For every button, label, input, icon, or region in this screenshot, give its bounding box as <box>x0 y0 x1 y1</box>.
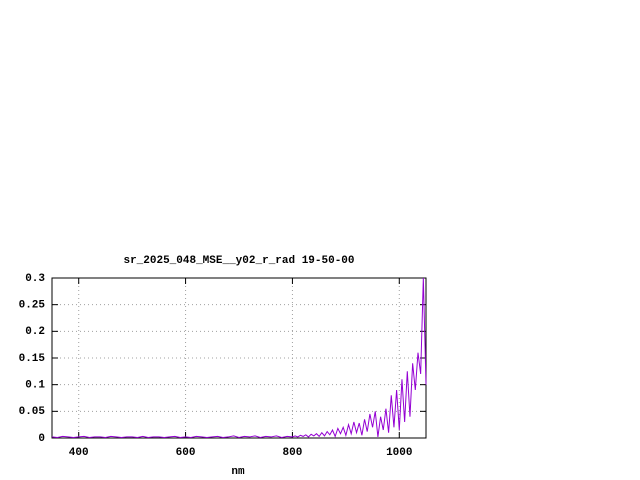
chart-title: sr_2025_048_MSE__y02_r_rad 19-50-00 <box>123 255 354 267</box>
y-tick-label: 0.15 <box>19 353 46 365</box>
y-tick-label: 0.25 <box>19 300 46 312</box>
x-tick-label: 400 <box>69 447 89 459</box>
y-tick-label: 0.3 <box>25 273 45 285</box>
x-axis-label: nm <box>231 466 245 478</box>
y-tick-label: 0.1 <box>25 380 45 392</box>
y-tick-label: 0 <box>38 433 45 445</box>
x-tick-label: 800 <box>283 447 303 459</box>
x-tick-label: 1000 <box>386 447 412 459</box>
data-line <box>51 277 427 438</box>
y-tick-label: 0.2 <box>25 326 45 338</box>
plot-frame <box>51 277 427 439</box>
x-tick-label: 600 <box>176 447 196 459</box>
y-tick-label: 0.05 <box>19 406 46 418</box>
